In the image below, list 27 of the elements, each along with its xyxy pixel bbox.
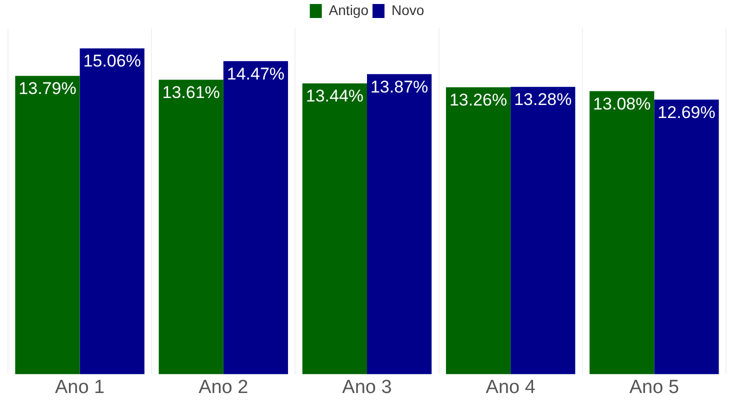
- legend-label: Antigo: [328, 2, 369, 18]
- x-tick-label: Ano 5: [629, 376, 680, 398]
- legend-label: Novo: [392, 2, 424, 18]
- data-label: 13.79%: [18, 79, 76, 98]
- data-label: 13.26%: [449, 90, 508, 110]
- bar: [654, 100, 719, 374]
- bar: [510, 86, 576, 374]
- x-tick-label: Ano 1: [54, 376, 105, 398]
- bar: [158, 80, 224, 374]
- data-label: 13.87%: [370, 77, 428, 96]
- bar: [223, 61, 288, 374]
- data-label: 14.47%: [226, 64, 285, 84]
- bar: [367, 74, 432, 374]
- bar: [590, 91, 654, 374]
- x-tick-label: Ano 2: [198, 376, 248, 398]
- bar: [15, 76, 80, 374]
- x-tick-label: Ano 3: [342, 376, 392, 398]
- data-label: 13.28%: [514, 90, 572, 110]
- data-label: 13.61%: [162, 82, 220, 102]
- data-label: 15.06%: [83, 52, 141, 71]
- bar: [80, 48, 144, 374]
- x-tick-label: Ano 4: [486, 376, 536, 398]
- data-label: 12.69%: [658, 102, 716, 122]
- data-label: 13.44%: [306, 86, 364, 106]
- bar: [446, 87, 511, 374]
- data-label: 13.08%: [593, 94, 651, 114]
- bar: [302, 83, 367, 374]
